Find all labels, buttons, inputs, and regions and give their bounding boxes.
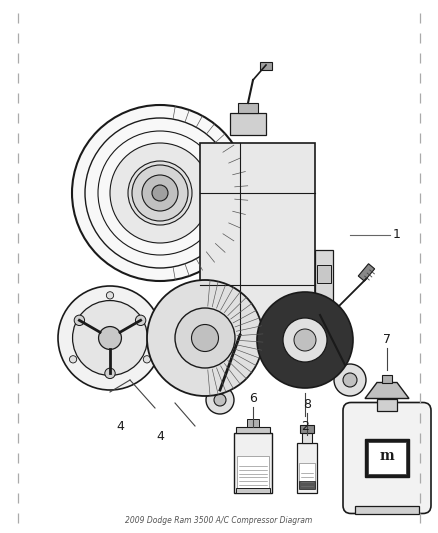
Circle shape [206,386,234,414]
Bar [236,488,270,493]
Text: 1: 1 [393,229,401,241]
Bar [297,443,317,493]
FancyBboxPatch shape [343,402,431,513]
Bar [230,113,266,135]
Circle shape [334,364,366,396]
Circle shape [73,301,148,375]
Circle shape [128,161,192,225]
Bar [237,456,269,489]
Text: 8: 8 [303,398,311,411]
Bar [236,427,270,433]
Circle shape [283,318,327,362]
Text: 4: 4 [156,430,164,443]
Bar [317,265,331,283]
Bar [358,264,374,281]
Bar [300,425,314,433]
Polygon shape [365,383,409,399]
Text: m: m [380,449,394,463]
Circle shape [143,356,151,363]
Bar [247,419,259,427]
Bar [238,103,258,113]
Bar [368,442,406,474]
Circle shape [72,105,248,281]
Bar [355,505,419,513]
Circle shape [110,143,210,243]
Circle shape [175,308,235,368]
Circle shape [191,325,219,351]
Bar [299,481,315,489]
Circle shape [58,286,162,390]
Circle shape [343,373,357,387]
Circle shape [105,368,115,378]
Circle shape [99,327,121,350]
Bar [260,62,272,70]
Text: 6: 6 [249,392,257,405]
Circle shape [70,356,77,363]
Circle shape [74,315,85,326]
Bar [365,439,409,477]
FancyBboxPatch shape [200,143,315,335]
Text: 4: 4 [116,420,124,433]
Bar [302,433,312,443]
Circle shape [147,280,263,396]
Text: 7: 7 [383,333,391,346]
Bar [234,433,272,493]
Text: 2: 2 [301,420,309,433]
Bar [299,463,315,488]
Circle shape [257,292,353,388]
Circle shape [106,292,113,299]
Circle shape [135,315,146,326]
Bar [315,250,333,305]
Bar [377,399,397,410]
Bar [382,375,392,383]
Circle shape [132,165,188,221]
Circle shape [294,329,316,351]
Circle shape [142,175,178,211]
Text: 2009 Dodge Ram 3500 A/C Compressor Diagram: 2009 Dodge Ram 3500 A/C Compressor Diagr… [125,516,313,525]
Circle shape [214,394,226,406]
Circle shape [152,185,168,201]
